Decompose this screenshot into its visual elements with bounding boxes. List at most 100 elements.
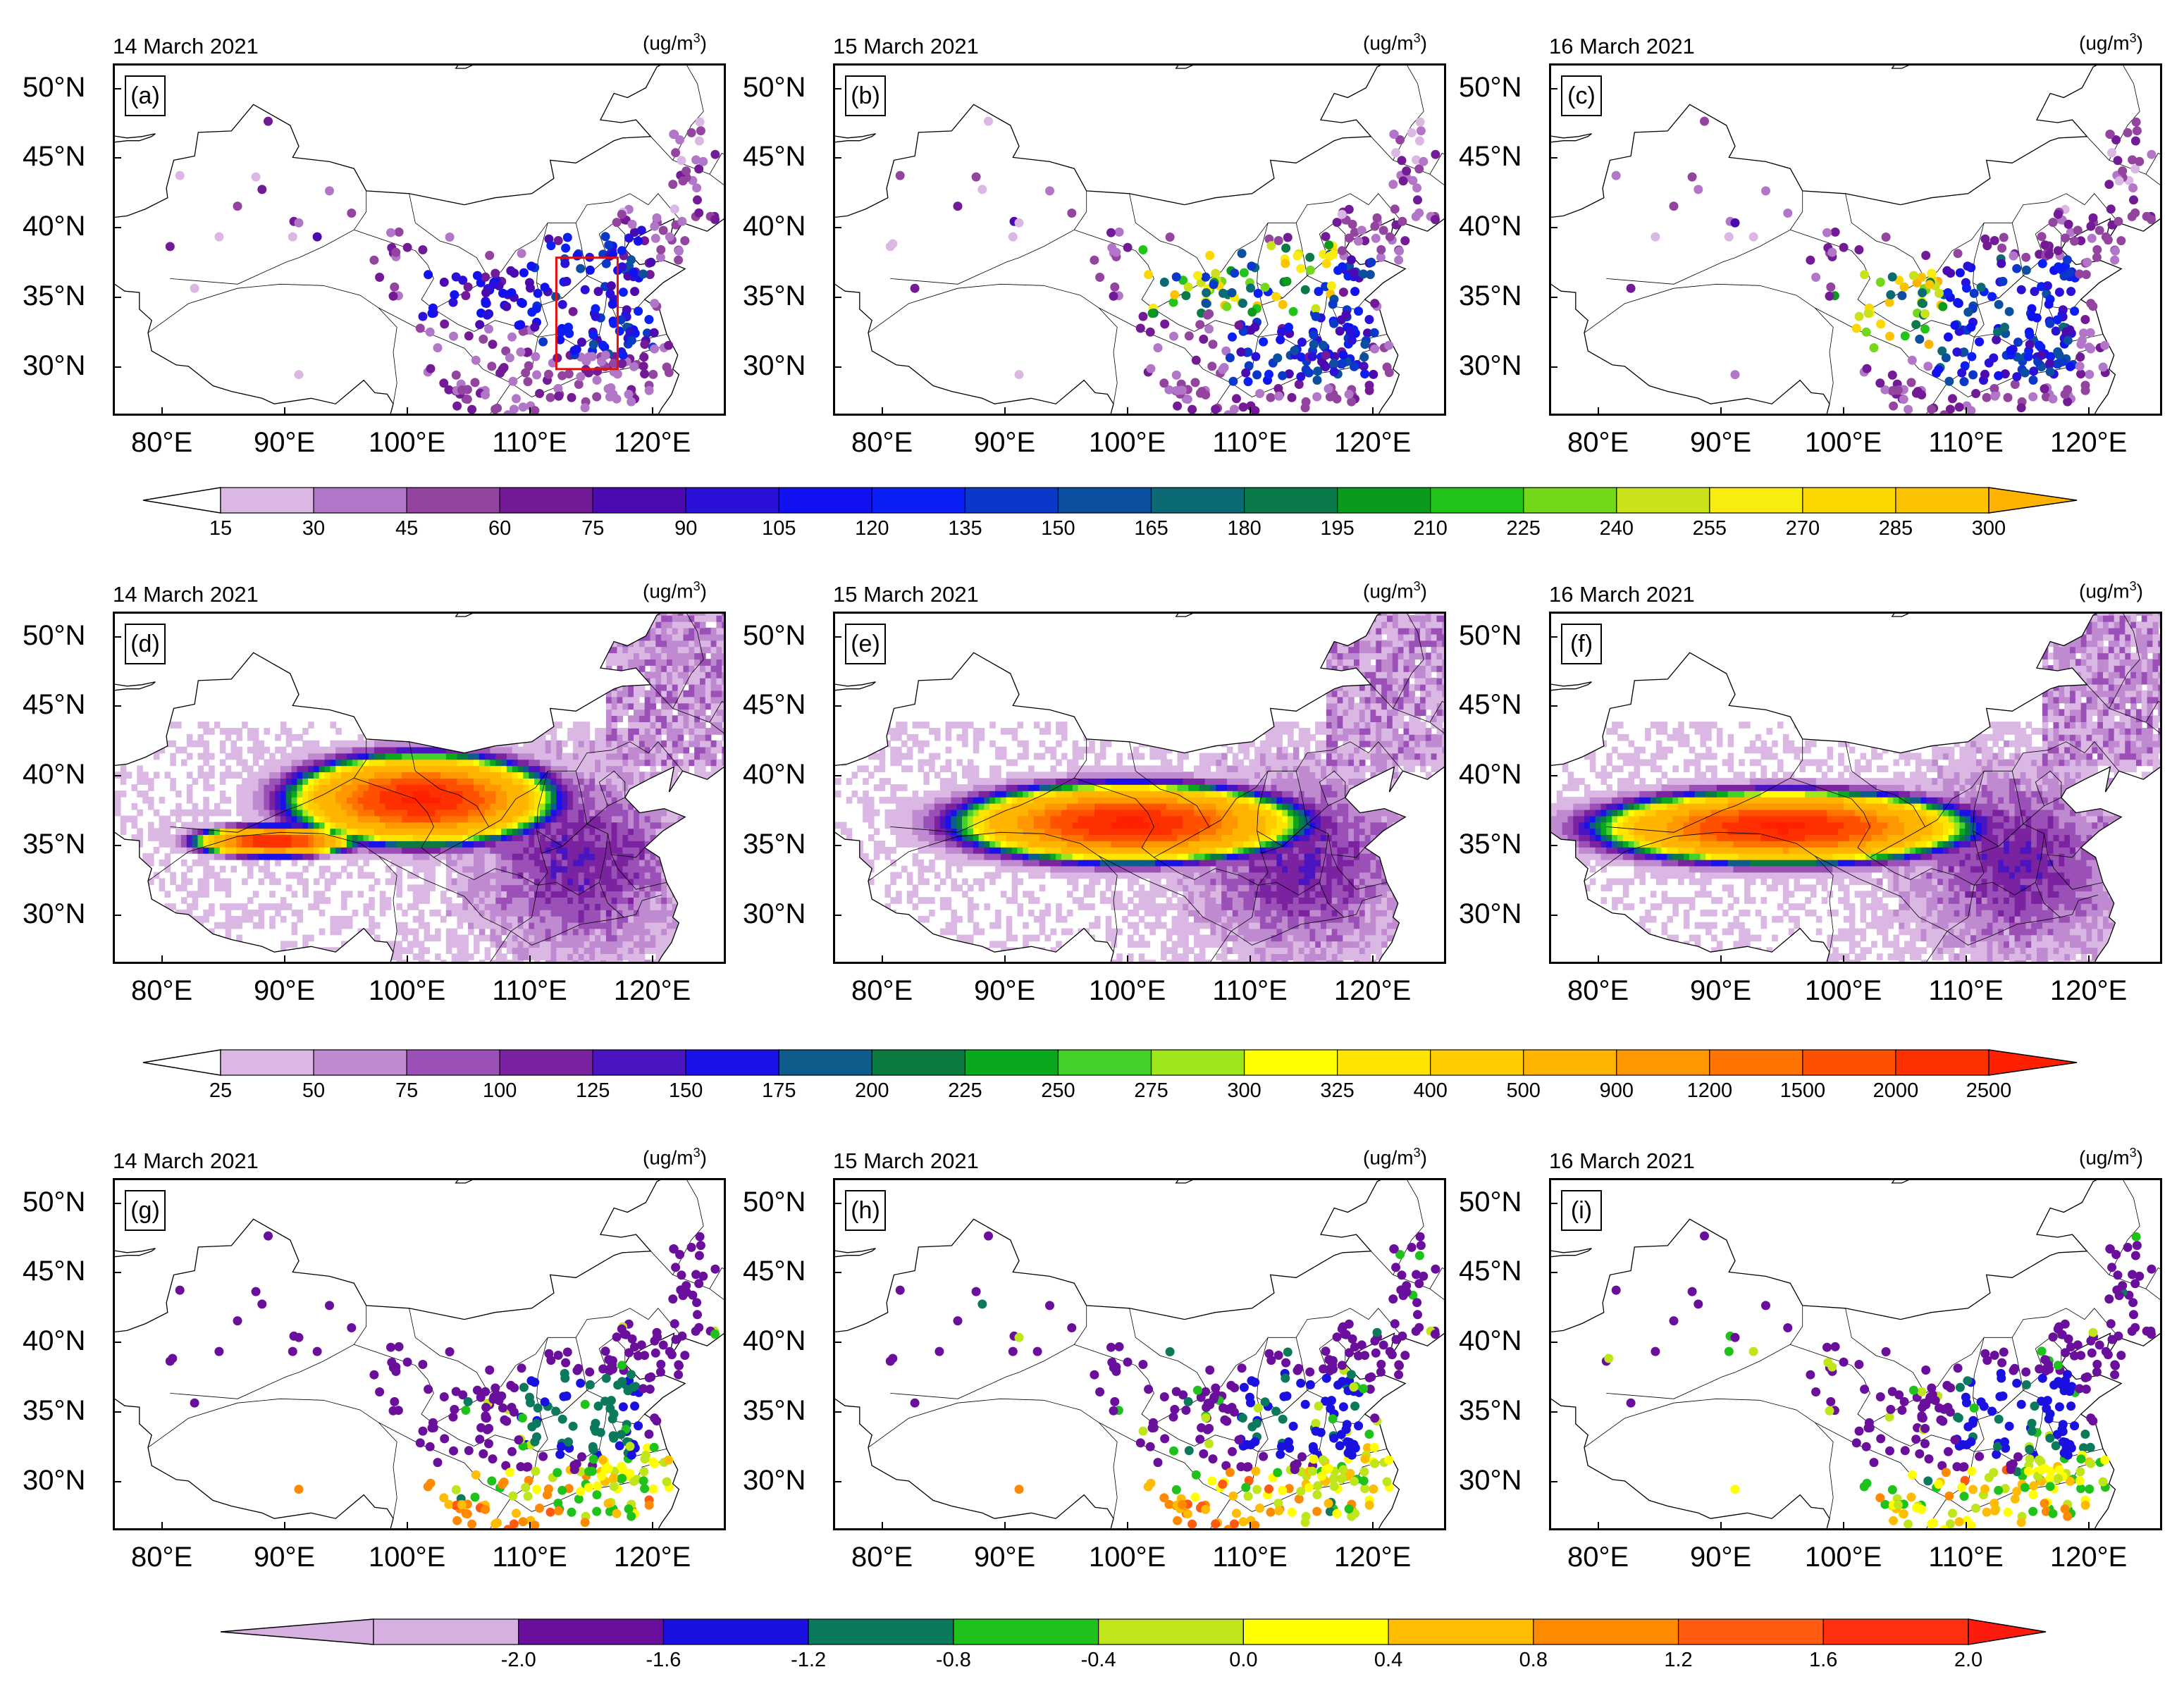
field-cell	[148, 859, 154, 867]
field-cell	[584, 960, 591, 962]
unit-label: (ug/m3)	[1363, 31, 1427, 54]
field-cell	[638, 683, 646, 691]
station-point	[1219, 288, 1228, 298]
field-cell	[655, 627, 662, 635]
field-cell	[634, 659, 640, 666]
field-cell	[269, 809, 276, 817]
field-cell	[584, 728, 591, 735]
field-cell	[661, 822, 667, 829]
field-cell	[634, 765, 640, 773]
station-point	[433, 343, 443, 353]
field-cell	[595, 910, 601, 917]
field-cell	[369, 765, 375, 773]
field-cell	[667, 960, 673, 962]
field-cell	[335, 772, 342, 779]
field-cell	[285, 733, 292, 741]
field-cell	[258, 815, 265, 823]
field-cell	[203, 872, 209, 879]
field-cell	[512, 772, 519, 779]
field-cell	[374, 746, 381, 754]
field-cell	[501, 772, 507, 779]
field-cell	[628, 841, 634, 848]
field-cell	[700, 746, 706, 754]
station-point	[491, 268, 500, 278]
station-point	[1297, 337, 1307, 347]
field-cell	[595, 809, 601, 817]
field-cell	[186, 865, 193, 873]
latitude-tick-label: 40°N	[743, 211, 806, 242]
field-cell	[835, 778, 841, 785]
field-cell	[474, 759, 480, 767]
field-cell	[622, 891, 629, 898]
field-cell	[258, 922, 265, 929]
field-cell	[330, 752, 336, 760]
station-point	[674, 246, 684, 256]
field-cell	[672, 841, 679, 848]
field-cell	[462, 772, 469, 779]
field-cell	[346, 752, 353, 760]
station-point	[1255, 389, 1265, 398]
field-cell	[595, 728, 601, 735]
field-cell	[622, 791, 629, 798]
field-cell	[363, 834, 369, 841]
field-cell	[644, 891, 651, 898]
field-cell	[159, 815, 166, 823]
field-cell	[638, 791, 646, 798]
field-cell	[689, 740, 695, 748]
field-cell	[605, 934, 612, 942]
field-cell	[722, 903, 724, 910]
field-cell	[868, 772, 875, 779]
station-point	[1305, 265, 1315, 275]
field-cell	[545, 740, 552, 748]
field-cell	[700, 709, 706, 717]
field-cell	[170, 872, 176, 879]
unit-close: )	[1420, 580, 1427, 602]
field-cell	[705, 772, 712, 779]
field-cell	[661, 615, 667, 622]
field-cell	[258, 784, 265, 791]
field-cell	[418, 922, 425, 929]
field-cell	[710, 784, 717, 791]
field-cell	[247, 859, 254, 867]
field-cell	[418, 910, 425, 917]
field-cell	[407, 784, 414, 791]
field-cell	[512, 953, 519, 960]
field-cell	[884, 809, 892, 817]
field-cell	[846, 853, 853, 860]
latitude-tick-mark	[833, 297, 841, 299]
field-cell	[628, 659, 634, 666]
station-point	[1106, 228, 1116, 237]
field-cell	[506, 752, 513, 760]
field-cell	[280, 784, 287, 791]
field-cell	[285, 796, 292, 804]
station-point	[1318, 340, 1328, 350]
field-cell	[628, 772, 634, 779]
field-cell	[308, 828, 314, 835]
field-cell	[677, 960, 684, 962]
field-cell	[424, 746, 431, 754]
field-cell	[517, 915, 524, 923]
station-point	[2085, 328, 2095, 337]
field-cell	[529, 834, 535, 841]
field-cell	[330, 746, 336, 754]
field-cell	[638, 665, 646, 672]
field-cell	[638, 646, 646, 654]
field-cell	[550, 828, 557, 835]
field-cell	[319, 928, 326, 936]
field-cell	[440, 891, 447, 898]
field-cell	[363, 772, 369, 779]
field-cell	[694, 659, 701, 666]
field-cell	[225, 841, 232, 848]
field-cell	[689, 640, 695, 648]
field-cell	[517, 815, 524, 823]
field-cell	[418, 733, 425, 741]
field-cell	[650, 621, 657, 628]
field-cell	[512, 922, 519, 929]
field-cell	[672, 621, 679, 628]
station-point	[1350, 287, 1360, 297]
field-cell	[539, 796, 546, 804]
field-cell	[236, 728, 242, 735]
field-cell	[650, 859, 657, 867]
field-cell	[617, 765, 624, 773]
field-cell	[683, 803, 690, 810]
